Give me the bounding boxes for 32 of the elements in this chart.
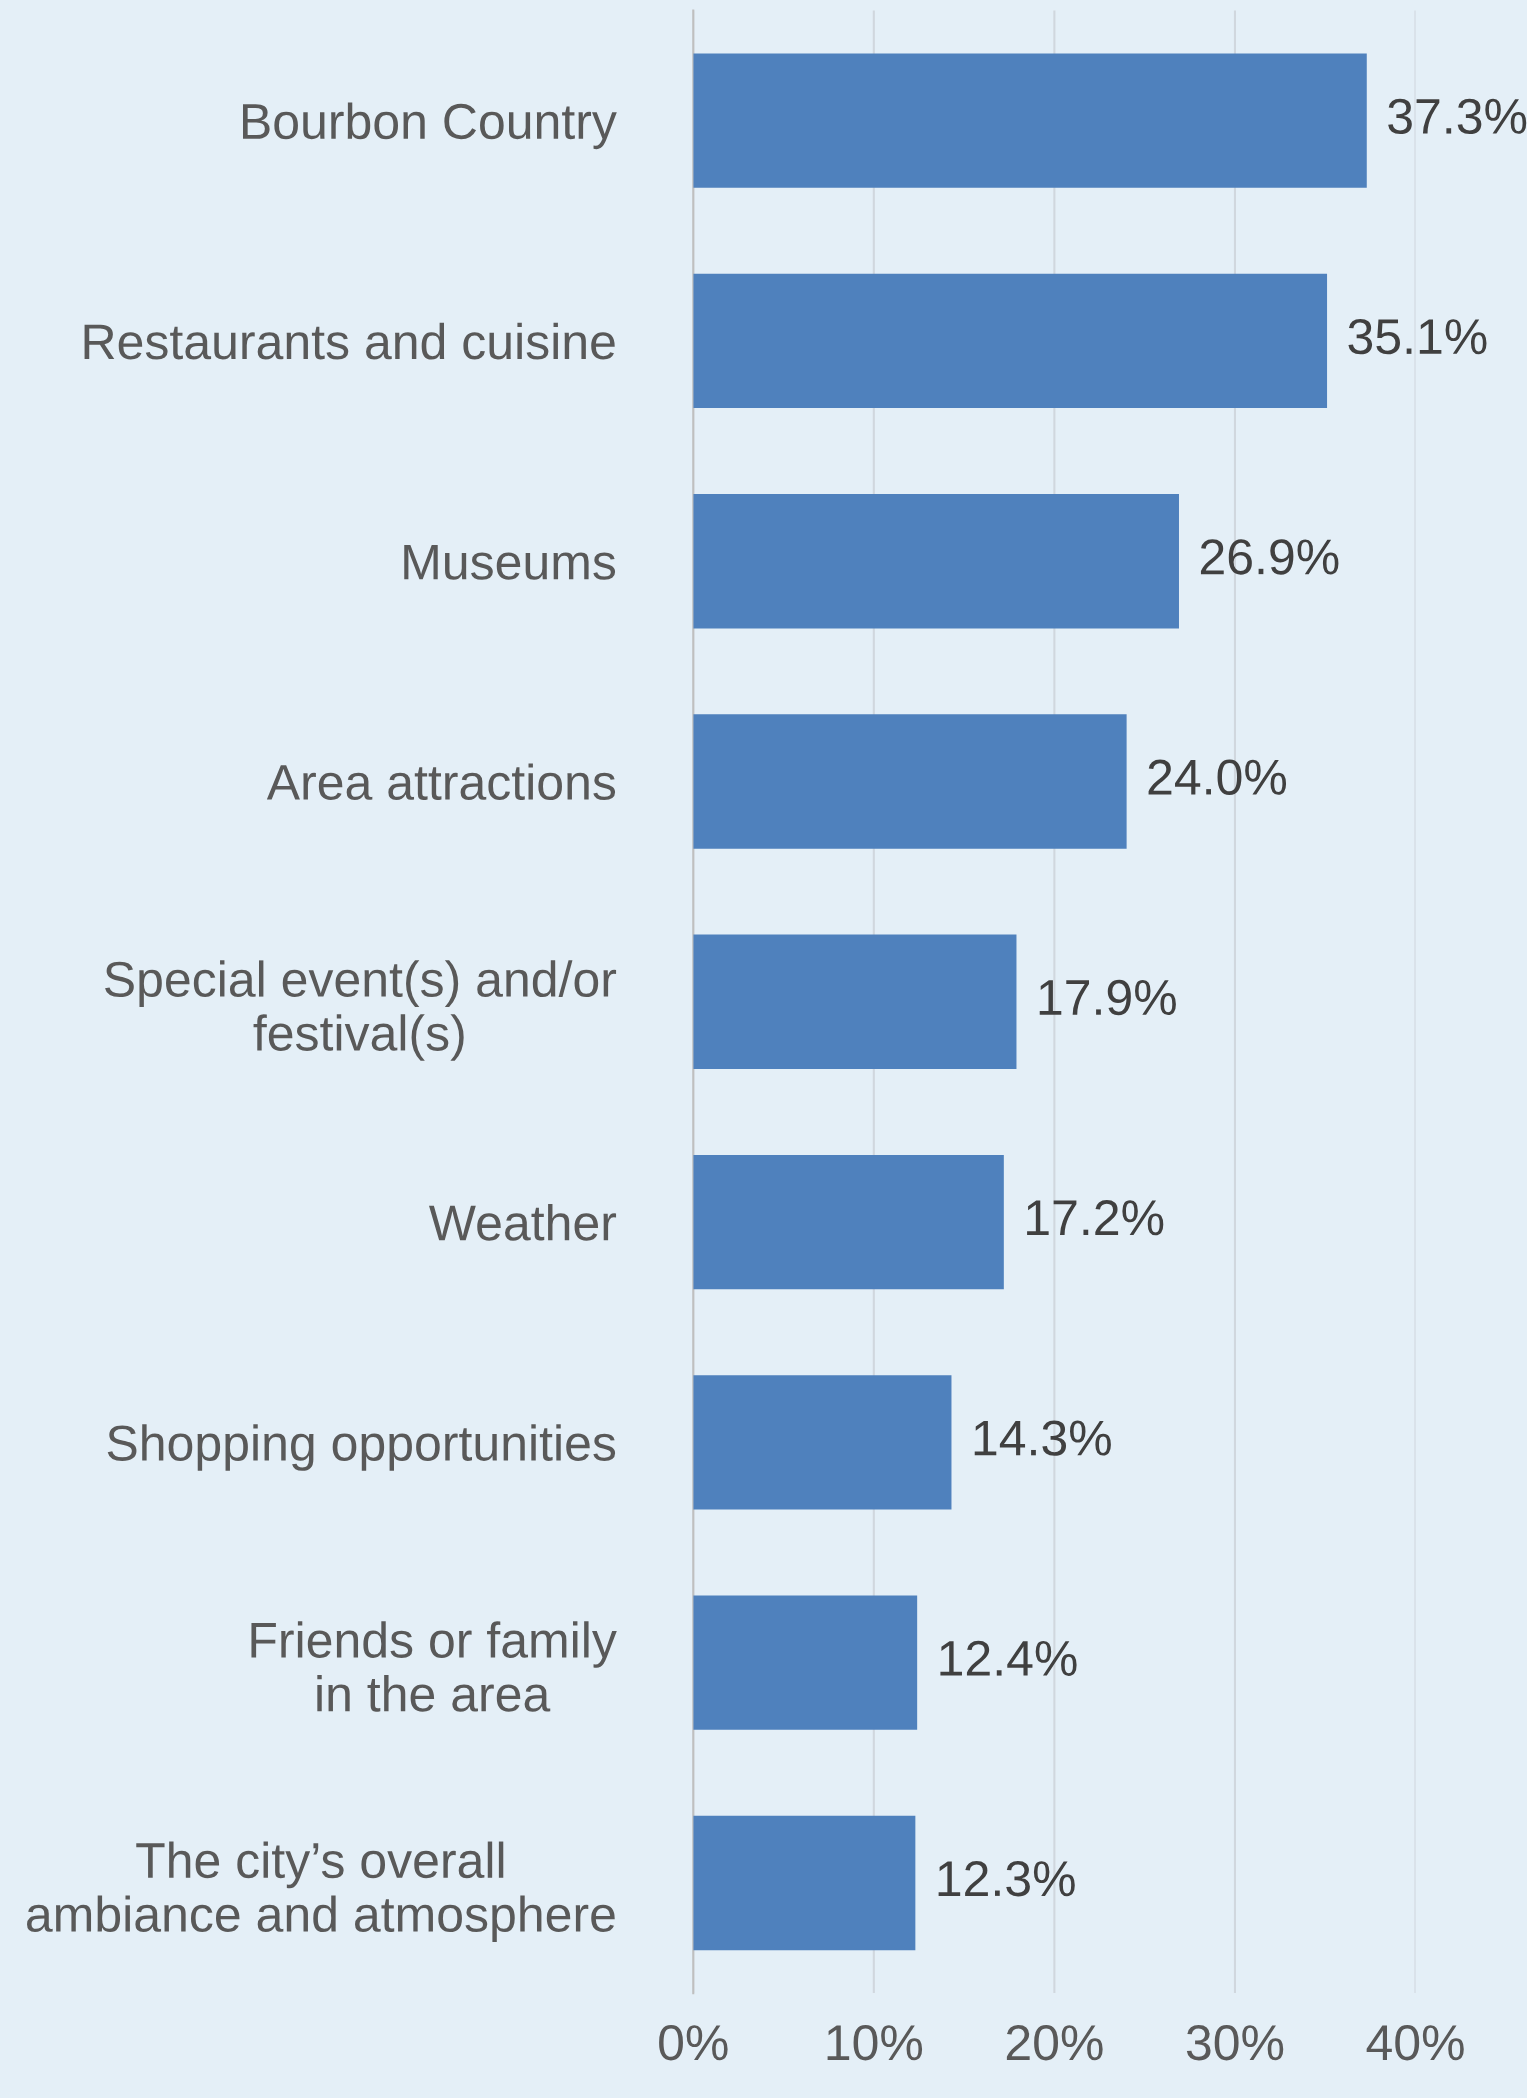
bar xyxy=(693,53,1367,188)
y-tick-label: Special event(s) and/or festival(s) xyxy=(105,960,617,1061)
data-label: 35.1% xyxy=(1348,318,1487,355)
data-label: 14.3% xyxy=(974,1420,1111,1456)
bar xyxy=(693,1595,918,1730)
y-tick-label: Restaurants and cuisine xyxy=(84,322,615,360)
y-tick-label: Area attractions xyxy=(266,763,616,801)
data-label: 37.3% xyxy=(1388,98,1527,135)
x-tick-label: 30% xyxy=(1186,2024,1284,2061)
bar xyxy=(693,714,1127,849)
y-tick-label: Weather xyxy=(429,1203,617,1241)
bar xyxy=(693,1815,916,1951)
bar xyxy=(693,1375,952,1510)
y-tick-label: Friends or family in the area xyxy=(251,1621,617,1712)
y-tick-label: The city’s overall ambiance and atmosphere xyxy=(27,1841,615,1942)
data-label: 24.0% xyxy=(1148,759,1287,795)
y-tick-label: Shopping opportunities xyxy=(107,1424,616,1471)
data-label: 12.4% xyxy=(940,1640,1077,1676)
x-tick-label: 40% xyxy=(1366,2024,1464,2061)
data-label: 17.2% xyxy=(1027,1200,1164,1236)
data-label: 17.9% xyxy=(1039,979,1176,1016)
data-label: 26.9% xyxy=(1200,539,1339,575)
bar xyxy=(693,1154,1004,1290)
bar xyxy=(693,273,1328,409)
y-tick-label: Bourbon Country xyxy=(242,102,617,150)
x-tick-label: 20% xyxy=(1006,2024,1103,2061)
data-label: 12.3% xyxy=(938,1860,1075,1897)
bar xyxy=(693,934,1017,1069)
x-tick-label: 10% xyxy=(827,2024,923,2061)
x-tick-label: 0% xyxy=(659,2024,728,2061)
y-tick-label: Museums xyxy=(404,544,616,580)
bar xyxy=(693,494,1179,629)
